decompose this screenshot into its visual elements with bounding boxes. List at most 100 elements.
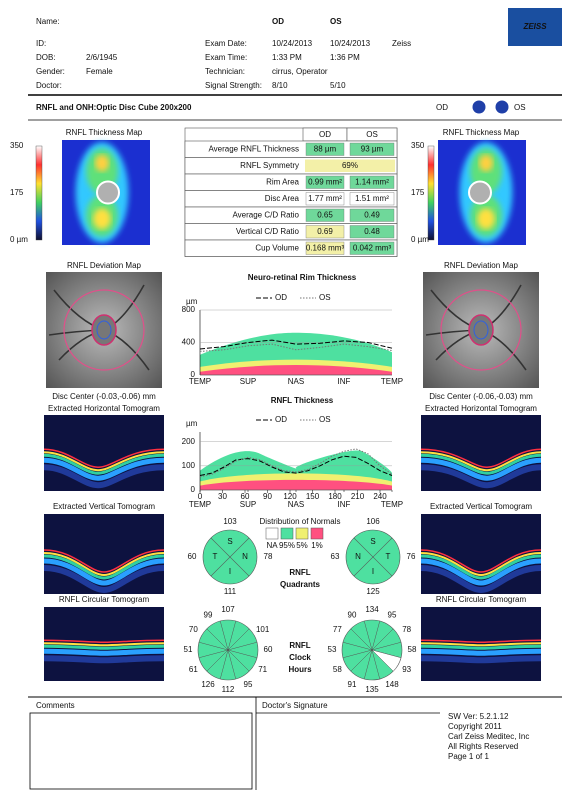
outside-band xyxy=(200,365,392,375)
color-scale xyxy=(427,145,435,241)
clock-value: 70 xyxy=(189,625,198,634)
dob-label: DOB: xyxy=(36,53,56,62)
doctor-label: Doctor: xyxy=(36,81,62,90)
quadrant-divider xyxy=(353,537,393,577)
quadrant-letter: S xyxy=(370,537,375,546)
quadrant-letter: T xyxy=(213,552,218,561)
signature-label: Doctor's Signature xyxy=(262,701,328,710)
logo-box xyxy=(508,8,562,46)
color-scale xyxy=(35,145,43,241)
tomogram-title: Extracted Vertical Tomogram xyxy=(53,502,155,511)
chart-title: Neuro-retinal Rim Thickness xyxy=(248,273,357,282)
name-label: Name: xyxy=(36,17,60,26)
x-tick-label: 30 xyxy=(218,492,227,501)
clock-divider xyxy=(371,649,381,680)
series-line xyxy=(199,448,393,478)
quadrant-value: 60 xyxy=(188,552,197,561)
clock-divider xyxy=(198,649,229,659)
scale-label: 175 xyxy=(10,188,24,197)
scale-label: 0 µm xyxy=(411,235,429,244)
disc-center: Disc Center (-0.06,-0.03) mm xyxy=(429,392,533,401)
quadrant-divider xyxy=(210,537,250,577)
exam-value: 10/24/2013 xyxy=(272,39,313,48)
legend-label: OD xyxy=(275,293,287,302)
clock-value: 95 xyxy=(244,680,253,689)
clock-divider xyxy=(206,649,229,672)
y-tick-label: 0 xyxy=(191,370,196,379)
tomogram-layer xyxy=(43,451,165,472)
y-axis-label: µm xyxy=(186,419,198,428)
gender-label: Gender: xyxy=(36,67,65,76)
normals-swatch xyxy=(265,527,279,540)
series-line xyxy=(199,455,393,476)
footer-info: All Rights Reserved xyxy=(448,742,518,751)
quadrant-value: 78 xyxy=(264,552,273,561)
quadrants-title: Quadrants xyxy=(280,580,321,589)
tomogram-title: RNFL Circular Tomogram xyxy=(59,595,150,604)
clock-title: Clock xyxy=(289,653,311,662)
table-cell xyxy=(349,142,395,156)
quadrant-letter: I xyxy=(229,567,231,576)
scan-circle xyxy=(440,289,522,371)
cup-outline xyxy=(96,320,112,340)
table-value: 0.99 mm² xyxy=(308,177,342,186)
x-tick-label: TEMP xyxy=(381,377,403,386)
tomogram-layer xyxy=(43,644,165,650)
table-value: 0.48 xyxy=(364,227,380,236)
clock-value: 58 xyxy=(333,665,342,674)
tomogram-layer xyxy=(43,565,165,594)
clock-title: Hours xyxy=(288,665,312,674)
exam-label: Exam Date: xyxy=(205,39,247,48)
clock-value: 77 xyxy=(333,625,342,634)
exam-od-heading: OD xyxy=(272,17,284,26)
clock-value: 148 xyxy=(385,680,399,689)
x-tick-label: 90 xyxy=(263,492,272,501)
table-label: Cup Volume xyxy=(255,243,299,252)
table-cell xyxy=(305,241,345,255)
x-tick-label: TEMP xyxy=(189,377,211,386)
exam-label: Technician: xyxy=(205,67,245,76)
tomogram-layer xyxy=(43,457,165,481)
tomogram-layer xyxy=(420,655,542,664)
os-label: OS xyxy=(514,103,526,112)
table-value: 0.042 mm³ xyxy=(353,243,392,252)
table-label: Average RNFL Thickness xyxy=(208,144,299,153)
clock-divider xyxy=(350,628,373,651)
y-tick-label: 100 xyxy=(182,461,196,470)
section-label: INF xyxy=(338,500,351,509)
series-line xyxy=(199,339,393,350)
tomogram-layer xyxy=(420,552,542,577)
normals-swatch xyxy=(310,527,324,540)
clock-gap xyxy=(371,649,402,672)
clock-divider xyxy=(219,649,229,680)
map-band xyxy=(478,154,494,172)
x-tick-label: INF xyxy=(338,377,351,386)
clock-divider xyxy=(363,620,373,651)
table-value: 0.69 xyxy=(317,227,333,236)
normals-title: Distribution of Normals xyxy=(260,517,341,526)
quadrant-value: 106 xyxy=(366,517,380,526)
table-cell xyxy=(305,208,345,222)
clock-value: 101 xyxy=(256,625,270,634)
quadrant-letter: T xyxy=(386,552,391,561)
map-band xyxy=(93,208,111,230)
clock-divider xyxy=(342,649,373,659)
clock-value: 61 xyxy=(189,665,198,674)
table-cell xyxy=(305,142,345,156)
exam-value: 8/10 xyxy=(272,81,288,90)
normals-label: 1% xyxy=(311,541,323,550)
tomogram-layer xyxy=(420,639,542,644)
map-band xyxy=(94,154,110,172)
normals-swatch xyxy=(295,527,309,540)
x-tick-label: NAS xyxy=(288,377,304,386)
clock-divider xyxy=(371,641,402,651)
x-tick-label: 60 xyxy=(241,492,250,501)
footer-info: Copyright 2011 xyxy=(448,722,502,731)
quadrant-letter: I xyxy=(372,567,374,576)
tomogram-layer xyxy=(420,644,542,650)
gender-value: Female xyxy=(86,67,113,76)
section-label: NAS xyxy=(288,500,304,509)
table-label: RNFL Symmetry xyxy=(240,161,299,170)
legend-label: OS xyxy=(319,293,331,302)
